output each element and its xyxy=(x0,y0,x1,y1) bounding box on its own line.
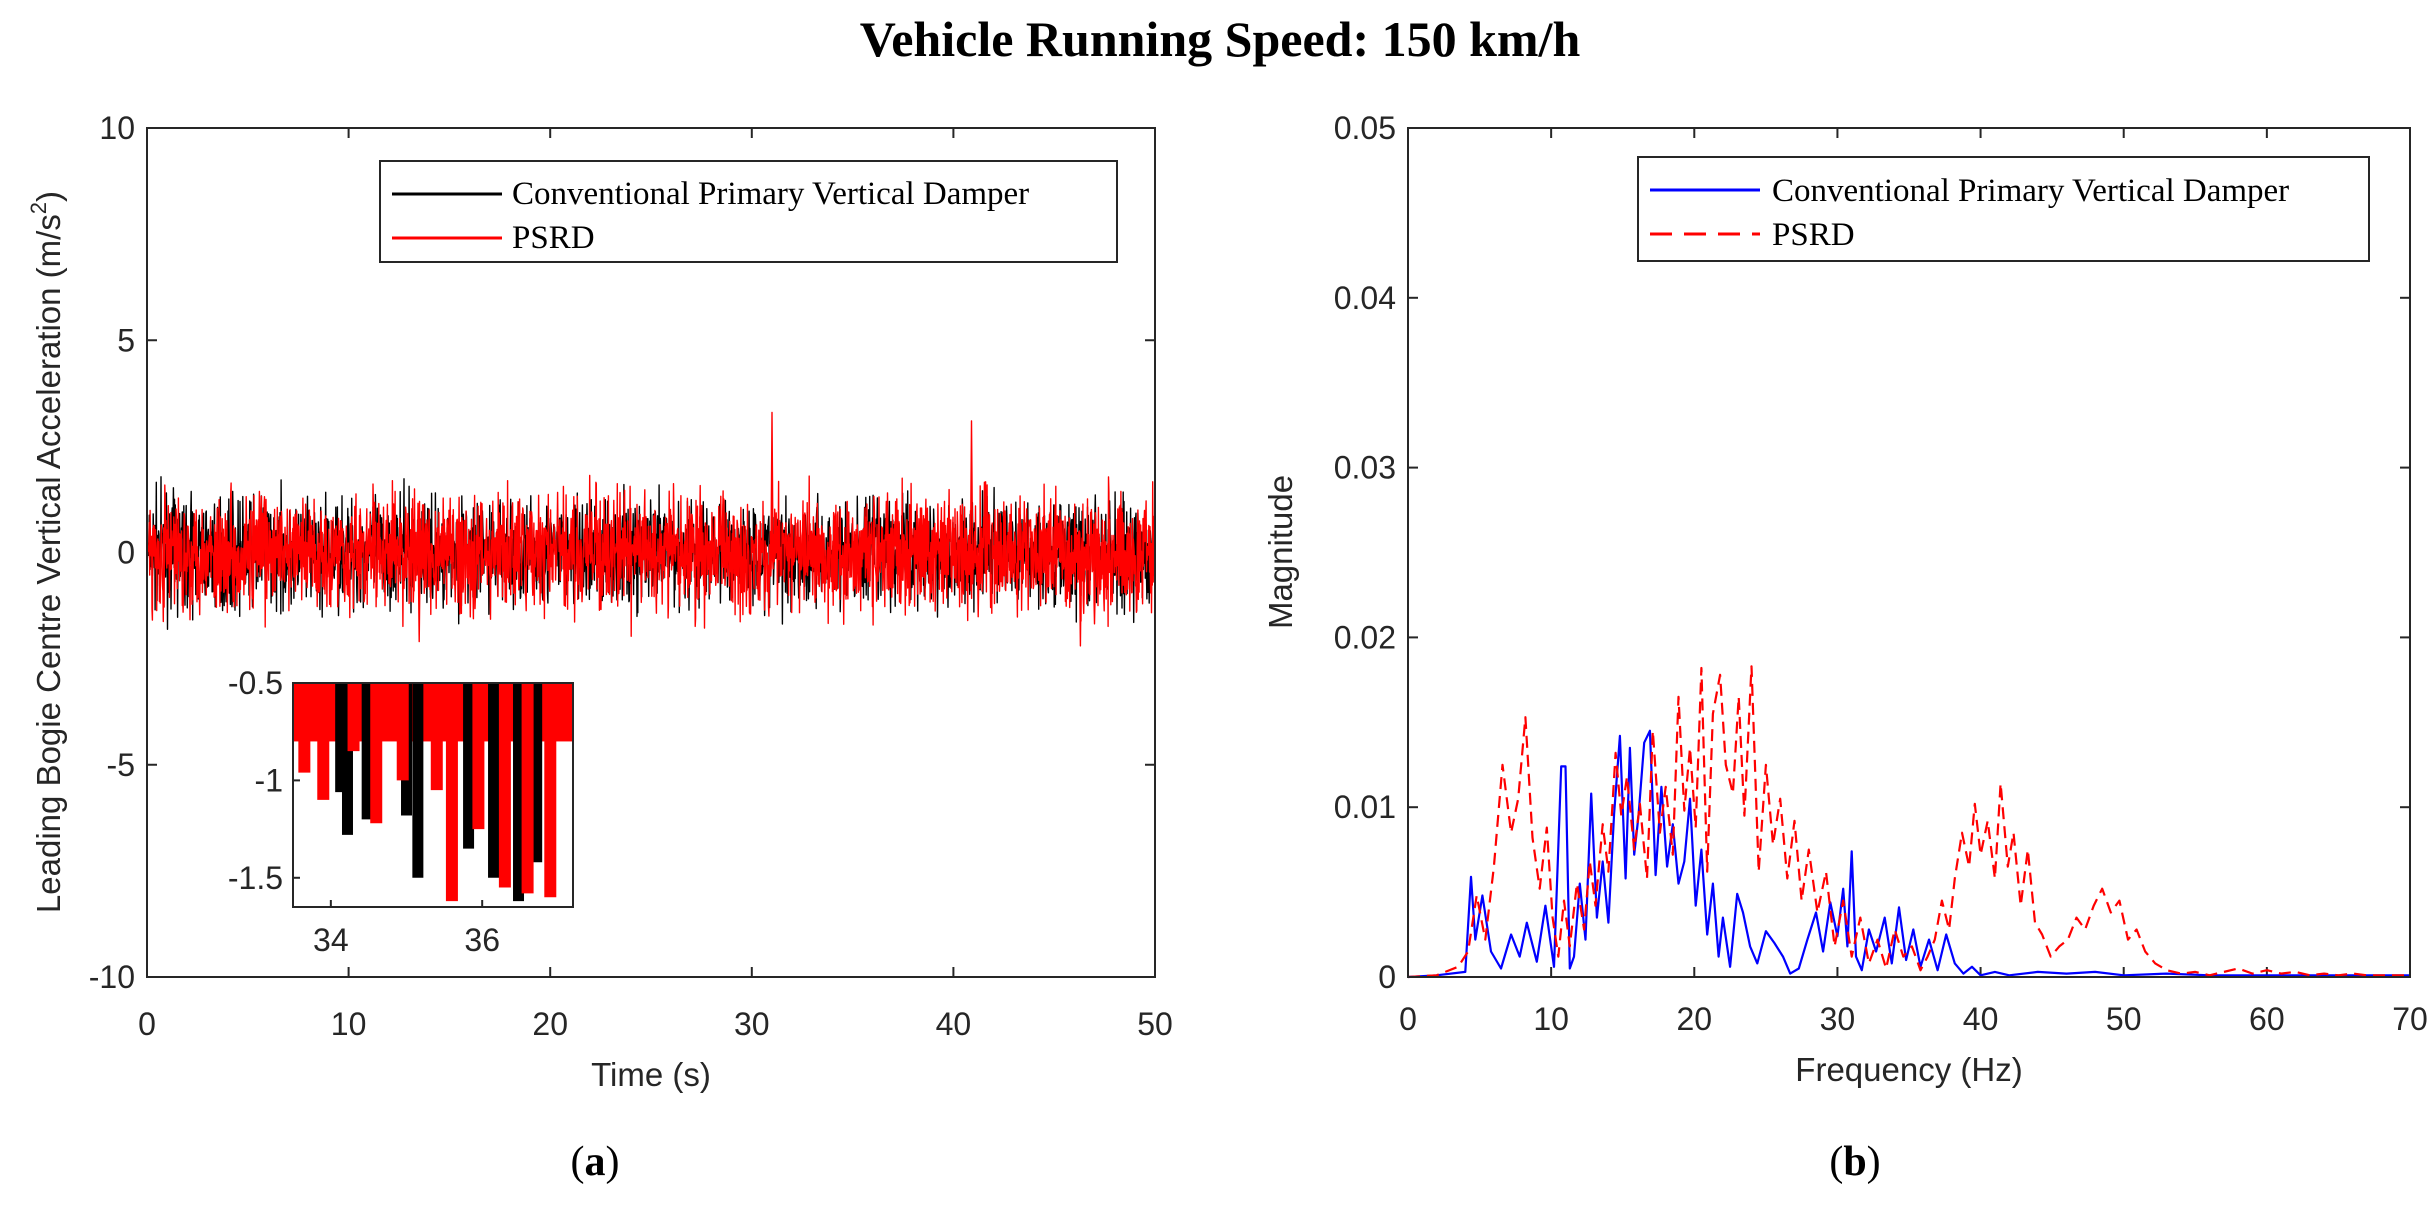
panel-b-series-conventional xyxy=(1407,729,2410,979)
panel-a-x-tick-label: 20 xyxy=(532,1006,568,1042)
panel-a-inset-y-tick-label: -1 xyxy=(255,762,283,798)
panel-b-legend-box xyxy=(1637,156,2370,262)
panel-b-y-tick-label: 0.02 xyxy=(1334,619,1396,655)
panel-b-y-tick-label: 0.01 xyxy=(1334,789,1396,825)
panel-b-legend-label-psrd: PSRD xyxy=(1772,217,1855,253)
panel-a-label: (a) xyxy=(571,1139,620,1185)
panel-a-y-axis-label: Leading Bogie Centre Vertical Accelerati… xyxy=(26,191,67,913)
panel-b-label-letter: b xyxy=(1843,1139,1866,1185)
panel-a-inset: 34 36 -1.5 -1 -0.5 xyxy=(228,665,574,958)
panel-a-x-tick-labels: 0 10 20 30 40 50 xyxy=(138,1006,1173,1042)
panel-b-x-tick-label: 20 xyxy=(1676,1001,1712,1037)
panel-b-y-tick-label: 0.03 xyxy=(1334,450,1396,486)
panel-b-y-tick-labels: 0 0.01 0.02 0.03 0.04 0.05 xyxy=(1334,110,1396,995)
panel-a-inset-ticks: 34 36 -1.5 -1 -0.5 xyxy=(228,665,500,958)
panel-b-legend-label-conventional: Conventional Primary Vertical Damper xyxy=(1772,173,2289,209)
panel-a-y-tick-label: 5 xyxy=(117,322,135,358)
panel-b-series-lines xyxy=(1407,665,2410,979)
panel-b-y-tick-label: 0.05 xyxy=(1334,110,1396,146)
panel-b-axes-box xyxy=(1407,127,2411,978)
panel-a-label-close: ) xyxy=(606,1139,620,1185)
panel-a-x-tick-label: 50 xyxy=(1137,1006,1173,1042)
panel-b-x-tick-label: 50 xyxy=(2106,1001,2142,1037)
panel-a-y-axis-label-superscript: 2 xyxy=(26,202,51,214)
panel-b-chart: 0 10 20 30 40 50 60 70 0 0.01 0.02 0.03 0.04 0.05 Fr… xyxy=(1262,110,2428,1185)
panel-a-legend-label-conventional: Conventional Primary Vertical Damper xyxy=(512,176,1029,212)
panel-a-legend-box xyxy=(379,160,1118,263)
panel-b-x-tick-label: 30 xyxy=(1820,1001,1856,1037)
panel-a-series-psrd xyxy=(146,411,1156,647)
panel-a-inset-marks xyxy=(293,683,573,902)
panel-b-y-tick-label: 0.04 xyxy=(1334,280,1396,316)
panel-a-signal-area xyxy=(146,411,1156,647)
panel-b-x-tick-label: 10 xyxy=(1533,1001,1569,1037)
panel-b-label-open: ( xyxy=(1829,1139,1843,1185)
panel-b-x-tick-label: 40 xyxy=(1963,1001,1999,1037)
panel-a-y-tick-label: 10 xyxy=(99,110,135,146)
panel-a-x-tick-label: 30 xyxy=(734,1006,770,1042)
panel-a-y-axis-label-main: Leading Bogie Centre Vertical Accelerati… xyxy=(30,214,67,913)
panel-a-label-open: ( xyxy=(571,1139,585,1185)
panel-b-y-tick-label: 0 xyxy=(1378,959,1396,995)
panel-a-inset-x-tick-label: 36 xyxy=(464,922,500,958)
panel-b-x-axis-label: Frequency (Hz) xyxy=(1795,1051,2022,1088)
panel-b-x-tick-label: 0 xyxy=(1399,1001,1417,1037)
panel-a-y-tick-labels: -10 -5 0 5 10 xyxy=(89,110,135,995)
panel-a-label-letter: a xyxy=(585,1139,606,1185)
panel-a-inset-y-tick-label: -0.5 xyxy=(228,665,283,701)
panel-b-label-close: ) xyxy=(1867,1139,1881,1185)
panel-b-x-tick-labels: 0 10 20 30 40 50 60 70 xyxy=(1399,1001,2428,1037)
panel-a-inset-box xyxy=(292,682,574,908)
panel-a-inset-y-tick-label: -1.5 xyxy=(228,860,283,896)
panel-a-x-tick-label: 40 xyxy=(936,1006,972,1042)
panel-a-legend-label-psrd: PSRD xyxy=(512,220,595,256)
panel-a-chart: 0 10 20 30 40 50 -10 -5 0 5 10 Time (s) Leading B… xyxy=(26,110,1173,1185)
panel-a-legend: Conventional Primary Vertical Damper PSR… xyxy=(379,160,1118,263)
panel-b-x-tick-label: 70 xyxy=(2392,1001,2428,1037)
panel-a-inset-x-tick-label: 34 xyxy=(313,922,349,958)
panel-b-x-tick-label: 60 xyxy=(2249,1001,2285,1037)
panel-a-x-tick-label: 0 xyxy=(138,1006,156,1042)
panel-a-x-axis-label: Time (s) xyxy=(591,1056,711,1093)
panel-b-series-psrd xyxy=(1407,665,2410,979)
panel-a-y-tick-label: 0 xyxy=(117,535,135,571)
panel-b-y-axis-label: Magnitude xyxy=(1262,475,1299,629)
panel-a-y-axis-label-end: ) xyxy=(30,191,67,202)
panel-a-axes-box xyxy=(146,127,1156,978)
panel-b-label: (b) xyxy=(1829,1139,1880,1185)
panel-a-y-tick-label: -5 xyxy=(107,747,135,783)
panel-a-x-tick-label: 10 xyxy=(331,1006,367,1042)
panel-a-y-tick-label: -10 xyxy=(89,959,135,995)
panel-b-legend: Conventional Primary Vertical Damper PSR… xyxy=(1637,156,2370,262)
figure-title: Vehicle Running Speed: 150 km/h xyxy=(860,11,1581,67)
